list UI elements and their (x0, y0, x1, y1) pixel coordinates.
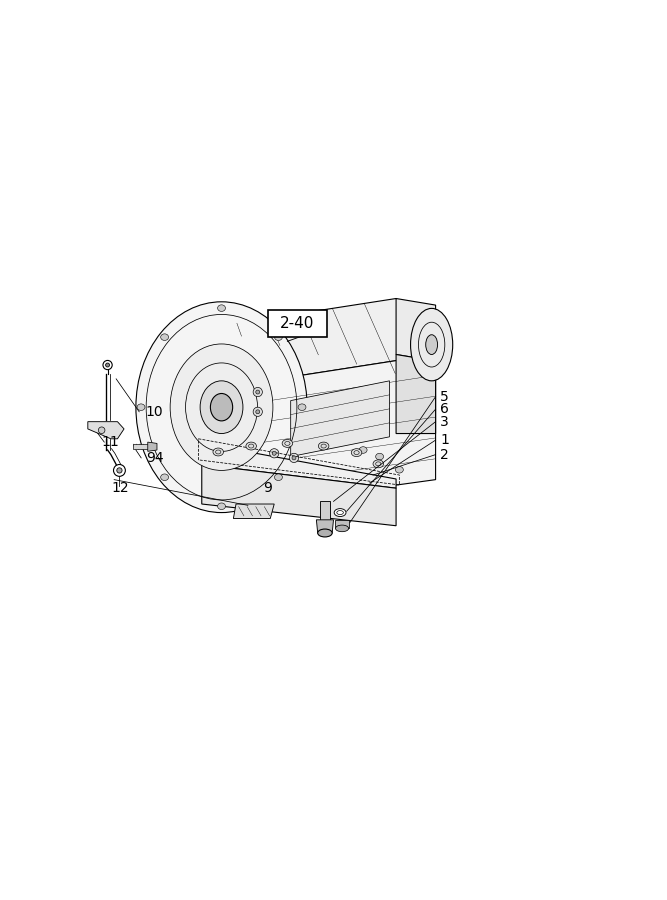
Ellipse shape (334, 508, 346, 517)
Ellipse shape (255, 410, 259, 414)
Polygon shape (320, 501, 329, 520)
Ellipse shape (275, 474, 282, 481)
Text: 9: 9 (263, 481, 272, 494)
Polygon shape (133, 444, 148, 449)
Ellipse shape (269, 449, 279, 458)
Polygon shape (88, 422, 124, 439)
Ellipse shape (253, 387, 262, 397)
Ellipse shape (298, 404, 306, 410)
Ellipse shape (411, 309, 453, 381)
Ellipse shape (373, 460, 384, 468)
Ellipse shape (98, 427, 105, 434)
Ellipse shape (275, 334, 282, 340)
Text: 10: 10 (146, 405, 163, 418)
Text: 94: 94 (146, 451, 163, 465)
Ellipse shape (282, 439, 293, 447)
Ellipse shape (136, 302, 307, 513)
Polygon shape (205, 328, 245, 473)
Ellipse shape (217, 305, 225, 311)
Ellipse shape (217, 503, 225, 509)
Text: 11: 11 (101, 435, 119, 449)
Ellipse shape (352, 449, 362, 456)
Ellipse shape (113, 464, 125, 476)
Polygon shape (396, 299, 436, 361)
Ellipse shape (360, 446, 367, 454)
Ellipse shape (376, 454, 384, 460)
Ellipse shape (161, 334, 169, 340)
FancyBboxPatch shape (268, 310, 327, 337)
Text: 3: 3 (440, 415, 449, 428)
Ellipse shape (253, 407, 262, 417)
Ellipse shape (396, 466, 404, 473)
Ellipse shape (255, 390, 259, 394)
Polygon shape (245, 355, 436, 506)
Ellipse shape (272, 451, 276, 455)
Polygon shape (201, 464, 396, 526)
Ellipse shape (292, 456, 296, 460)
Polygon shape (148, 442, 157, 451)
Polygon shape (233, 504, 274, 518)
Ellipse shape (137, 404, 145, 410)
Ellipse shape (318, 442, 329, 450)
Polygon shape (201, 444, 396, 488)
Polygon shape (316, 520, 334, 533)
Ellipse shape (105, 363, 109, 367)
Polygon shape (396, 355, 436, 434)
Ellipse shape (213, 448, 223, 456)
Text: 2-40: 2-40 (280, 316, 314, 331)
Polygon shape (291, 381, 390, 456)
Ellipse shape (117, 468, 122, 473)
Ellipse shape (200, 381, 243, 434)
Ellipse shape (170, 344, 273, 471)
Ellipse shape (210, 393, 233, 421)
Polygon shape (336, 520, 349, 528)
Ellipse shape (426, 335, 438, 355)
Polygon shape (205, 299, 436, 384)
Text: 2: 2 (440, 447, 449, 462)
Ellipse shape (317, 529, 332, 537)
Ellipse shape (103, 360, 112, 370)
Text: 5: 5 (440, 390, 449, 403)
Ellipse shape (161, 474, 169, 481)
Text: 1: 1 (440, 433, 449, 447)
Text: 12: 12 (111, 481, 129, 494)
Ellipse shape (246, 442, 256, 450)
Text: 6: 6 (440, 402, 449, 416)
Ellipse shape (289, 454, 299, 463)
Ellipse shape (336, 525, 349, 532)
